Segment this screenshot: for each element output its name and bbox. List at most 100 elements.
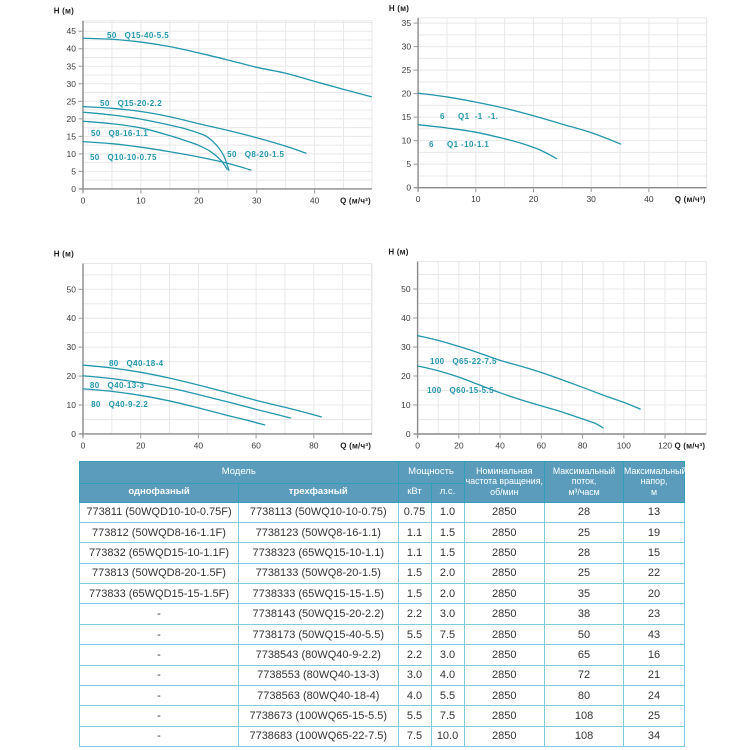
- table-cell: 7.5: [397, 725, 432, 748]
- grid: [83, 20, 373, 189]
- y-tick-label: 20: [67, 371, 77, 381]
- table-row: -7738543 (80WQ40-9-2.2) 2.2 3.0 2850 65 16: [79, 644, 686, 666]
- table-cell: -: [79, 685, 239, 707]
- curve-label: 80 Q40-9-2.2: [91, 400, 148, 409]
- curve-label: 100 Q60-15-5.5: [427, 386, 494, 395]
- y-tick-label: 0: [71, 184, 76, 194]
- grid: [417, 260, 707, 434]
- table-cell: 773832 (65WQD15-10-1.1F): [79, 542, 239, 564]
- table-cell: 3.0: [430, 644, 465, 666]
- axes: [414, 261, 707, 438]
- pump-curve: [417, 124, 558, 160]
- table-row: 773811 (50WQD10-10-0.75F) 7738113 (50WQ10…: [79, 501, 686, 523]
- chart-3: 0 10 20 30 40 50 0 20 40 60 80 100 120 H (м) Q (м/ч³) 1…: [388, 247, 707, 451]
- y-tick-label: 30: [67, 342, 77, 352]
- x-tick-label: 10: [471, 194, 481, 204]
- table-cell: 7.5: [430, 705, 465, 727]
- x-axis-title: Q (м/ч³): [675, 195, 706, 204]
- table-cell: 2850: [463, 705, 546, 727]
- x-tick-label: 20: [194, 195, 204, 205]
- ticks: [413, 22, 650, 193]
- table-cell: 5.5: [430, 685, 465, 707]
- pump-curve: [82, 105, 307, 154]
- table-cell: 7738563 (80WQ40-18-4): [238, 685, 399, 707]
- y-tick-label: 15: [67, 131, 77, 141]
- curve-label: 50 Q15-20-2.2: [100, 99, 162, 108]
- y-tick-label: 0: [406, 429, 411, 439]
- table-cell: 7738323 (65WQ15-10-1.1): [238, 542, 399, 564]
- table-cell: 2850: [463, 562, 546, 585]
- curve-label: 6 Q1 -10-1.1: [429, 140, 489, 149]
- table-header-row-groups: Модель Мощность Номинальная частота враще…: [79, 461, 686, 503]
- table-cell: 28: [544, 501, 625, 523]
- table-cell: 7738673 (100WQ65-15-5.5): [238, 705, 399, 727]
- table-cell: 34: [623, 725, 686, 748]
- header-rated-speed: Номинальная частота вращения, об/мин: [463, 461, 546, 503]
- header-max-head: Максимальный напор, м: [623, 461, 686, 503]
- table-cell: 7738113 (50WQ10-10-0.75): [238, 501, 399, 523]
- y-tick-label: 50: [401, 284, 411, 294]
- table-row: 773833 (65WQD15-15-1.5F) 7738333 (65WQ15-…: [79, 583, 686, 605]
- table-cell: 108: [544, 725, 625, 748]
- x-axis-title: Q (м/ч³): [340, 441, 371, 450]
- table-cell: 2850: [463, 725, 546, 748]
- x-tick-label: 40: [310, 195, 320, 205]
- y-tick-label: 10: [402, 136, 412, 146]
- curve-label: 50 Q10-10-0.75: [90, 153, 157, 162]
- table-cell: 25: [544, 562, 625, 585]
- x-tick-label: 20: [454, 441, 464, 451]
- axes: [414, 17, 707, 192]
- table-header-row-units: однофазный трехфазный кВт л.с.: [79, 483, 685, 503]
- header-max-flow: Максимальный поток, м³/часм: [544, 461, 625, 503]
- curve-label: 50 Q8-16-1.1: [91, 129, 148, 138]
- table-cell: 2850: [463, 664, 546, 687]
- table-cell: 80: [544, 685, 625, 707]
- pump-curve: [416, 335, 641, 410]
- pump-curve: [417, 92, 622, 145]
- table-cell: 1.1: [397, 521, 432, 544]
- table-cell: 50: [544, 623, 625, 646]
- y-tick-label: 10: [401, 400, 411, 410]
- table-cell: 2850: [463, 521, 546, 544]
- table-cell: 2850: [463, 583, 546, 605]
- table-cell: -: [79, 603, 239, 625]
- grid: [83, 263, 373, 434]
- table-cell: 25: [623, 705, 686, 727]
- header-three-phase: трехфазный: [238, 483, 399, 503]
- x-tick-label: 0: [415, 441, 420, 451]
- x-tick-label: 0: [81, 440, 86, 450]
- table-row: -7738553 (80WQ40-13-3) 3.0 4.0 2850 72 21: [79, 664, 686, 687]
- table-cell: 2850: [463, 603, 546, 625]
- y-tick-label: 25: [402, 65, 412, 75]
- y-tick-label: 20: [402, 89, 412, 99]
- pump-curve: [82, 37, 372, 98]
- grid: [418, 17, 708, 188]
- x-tick-label: 60: [537, 441, 547, 451]
- curve-label: 100 Q65-22-7.5: [430, 357, 497, 366]
- table-cell: 38: [544, 603, 625, 625]
- table-cell: 7738133 (50WQ8-20-1.5): [238, 562, 399, 585]
- table-cell: 2850: [463, 501, 546, 523]
- table-cell: 2850: [463, 644, 546, 666]
- curve-label: 50 Q15-40-5.5: [107, 31, 169, 40]
- header-hp: л.с.: [430, 483, 465, 503]
- table-cell: 65: [544, 644, 625, 666]
- table-cell: -: [79, 644, 239, 666]
- table-cell: 0.75: [397, 501, 432, 523]
- x-tick-label: 30: [586, 194, 596, 204]
- chart-2: 0 10 20 30 40 50 0 20 40 60 80 H (м) Q (м/ч³) 80 Q40-…: [54, 250, 373, 450]
- table-cell: 2.2: [397, 603, 432, 625]
- table-cell: 28: [544, 542, 625, 564]
- table-cell: 7.5: [430, 623, 465, 646]
- x-tick-label: 20: [136, 440, 146, 450]
- table-cell: 7738543 (80WQ40-9-2.2): [238, 644, 399, 666]
- table-cell: 2.0: [430, 583, 465, 605]
- y-tick-label: 50: [67, 284, 77, 294]
- y-axis-title: H (м): [54, 250, 74, 259]
- table-cell: 7738173 (50WQ15-40-5.5): [238, 623, 399, 646]
- x-tick-label: 40: [495, 441, 505, 451]
- table-cell: 24: [623, 685, 686, 707]
- table-cell: 2.0: [430, 562, 465, 585]
- table-cell: 773833 (65WQD15-15-1.5F): [79, 583, 239, 605]
- table-row: -7738143 (50WQ15-20-2.2) 2.2 3.0 2850 38 23: [79, 603, 686, 625]
